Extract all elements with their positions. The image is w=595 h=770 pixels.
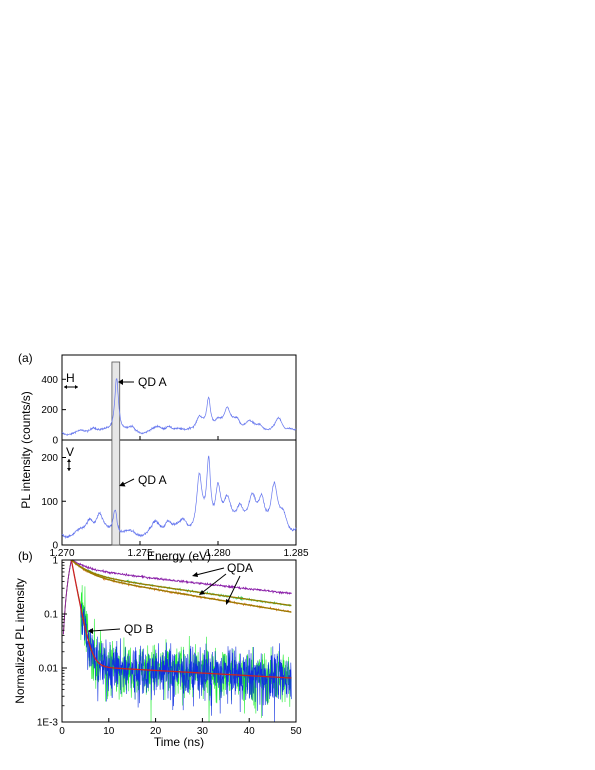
- highlight-band: [111, 361, 121, 546]
- y-tick-label: 0: [52, 541, 58, 552]
- h-double-arrow-icon: [64, 385, 78, 389]
- y-tick-label: 400: [41, 375, 58, 386]
- v-double-arrow-icon: [67, 459, 71, 471]
- x-tick-label: 1.285: [283, 548, 308, 559]
- y-tick-label: 100: [41, 497, 58, 508]
- v-spectrum: [61, 455, 297, 540]
- qda-annotation: QDA: [227, 561, 253, 575]
- arrow-icon: [118, 379, 134, 385]
- panel-b: 0 10 20 30 40 50 1E-3 0.01 0.1 1 QDA QD B Time (n…: [13, 556, 302, 750]
- y-tick-label: 0.01: [39, 664, 59, 675]
- x-tick-label: 20: [150, 726, 162, 737]
- decay-curve-2: [62, 559, 292, 635]
- panel-a: 0 200 400 0 100 200 1.270 1.275 1.280 1.285 H V Q…: [19, 354, 309, 563]
- panel-a-ticks: 0 200 400 0 100 200 1.270 1.275 1.280 1.285: [41, 375, 309, 559]
- v-polarization-label: V: [66, 445, 74, 459]
- spectrum-line-H: [61, 378, 297, 436]
- spectrum-line-V: [61, 455, 297, 540]
- arrow-icon: [88, 628, 121, 634]
- panel-b-ticks: 0 10 20 30 40 50 1E-3 0.01 0.1 1: [37, 556, 302, 738]
- panel-a-y-axis-label: PL intensity (counts/s): [19, 391, 33, 509]
- arrow-icon: [119, 478, 135, 487]
- x-tick-label: 40: [244, 726, 256, 737]
- qd-b-annotation: QD B: [124, 622, 153, 636]
- x-tick-label: 50: [290, 726, 302, 737]
- fit-line-1: [70, 559, 292, 607]
- y-tick-label: 0: [52, 436, 58, 447]
- y-tick-label: 0.1: [44, 610, 58, 621]
- panel-b-frame: [61, 559, 297, 723]
- x-tick-label: 1.270: [49, 548, 74, 559]
- x-tick-label: 1.280: [205, 548, 230, 559]
- qd-a-highlight-band: [111, 361, 121, 546]
- panel-b-y-axis-label: Normalized PL intensity: [13, 578, 27, 704]
- decay-curves: [62, 559, 292, 723]
- h-polarization-label: H: [66, 371, 75, 385]
- panel-a-x-axis-label: Energy (eV): [147, 549, 211, 563]
- panel-a-frame: [61, 354, 297, 546]
- y-tick-label: 1: [52, 556, 58, 567]
- panel-b-x-axis-label: Time (ns): [154, 735, 204, 749]
- x-tick-label: 10: [103, 726, 115, 737]
- decay-curve-0: [62, 559, 292, 635]
- decay-curve-1: [62, 559, 292, 635]
- x-tick-label: 1.275: [127, 548, 152, 559]
- h-spectrum: [61, 378, 297, 436]
- arrow-icon: [192, 567, 241, 605]
- panel-b-label: (b): [18, 549, 33, 563]
- qd-a-annotation-v: QD A: [138, 473, 167, 487]
- y-tick-label: 200: [41, 453, 58, 464]
- fit-line-2: [70, 559, 292, 613]
- x-tick-label: 0: [59, 726, 65, 737]
- y-tick-label: 1E-3: [37, 718, 59, 729]
- decay-curve-3: [63, 560, 292, 723]
- y-tick-label: 200: [41, 405, 58, 416]
- panel-a-label: (a): [18, 351, 33, 365]
- qd-a-annotation-h: QD A: [138, 375, 167, 389]
- fit-line-0: [70, 559, 292, 679]
- x-tick-label: 30: [197, 726, 209, 737]
